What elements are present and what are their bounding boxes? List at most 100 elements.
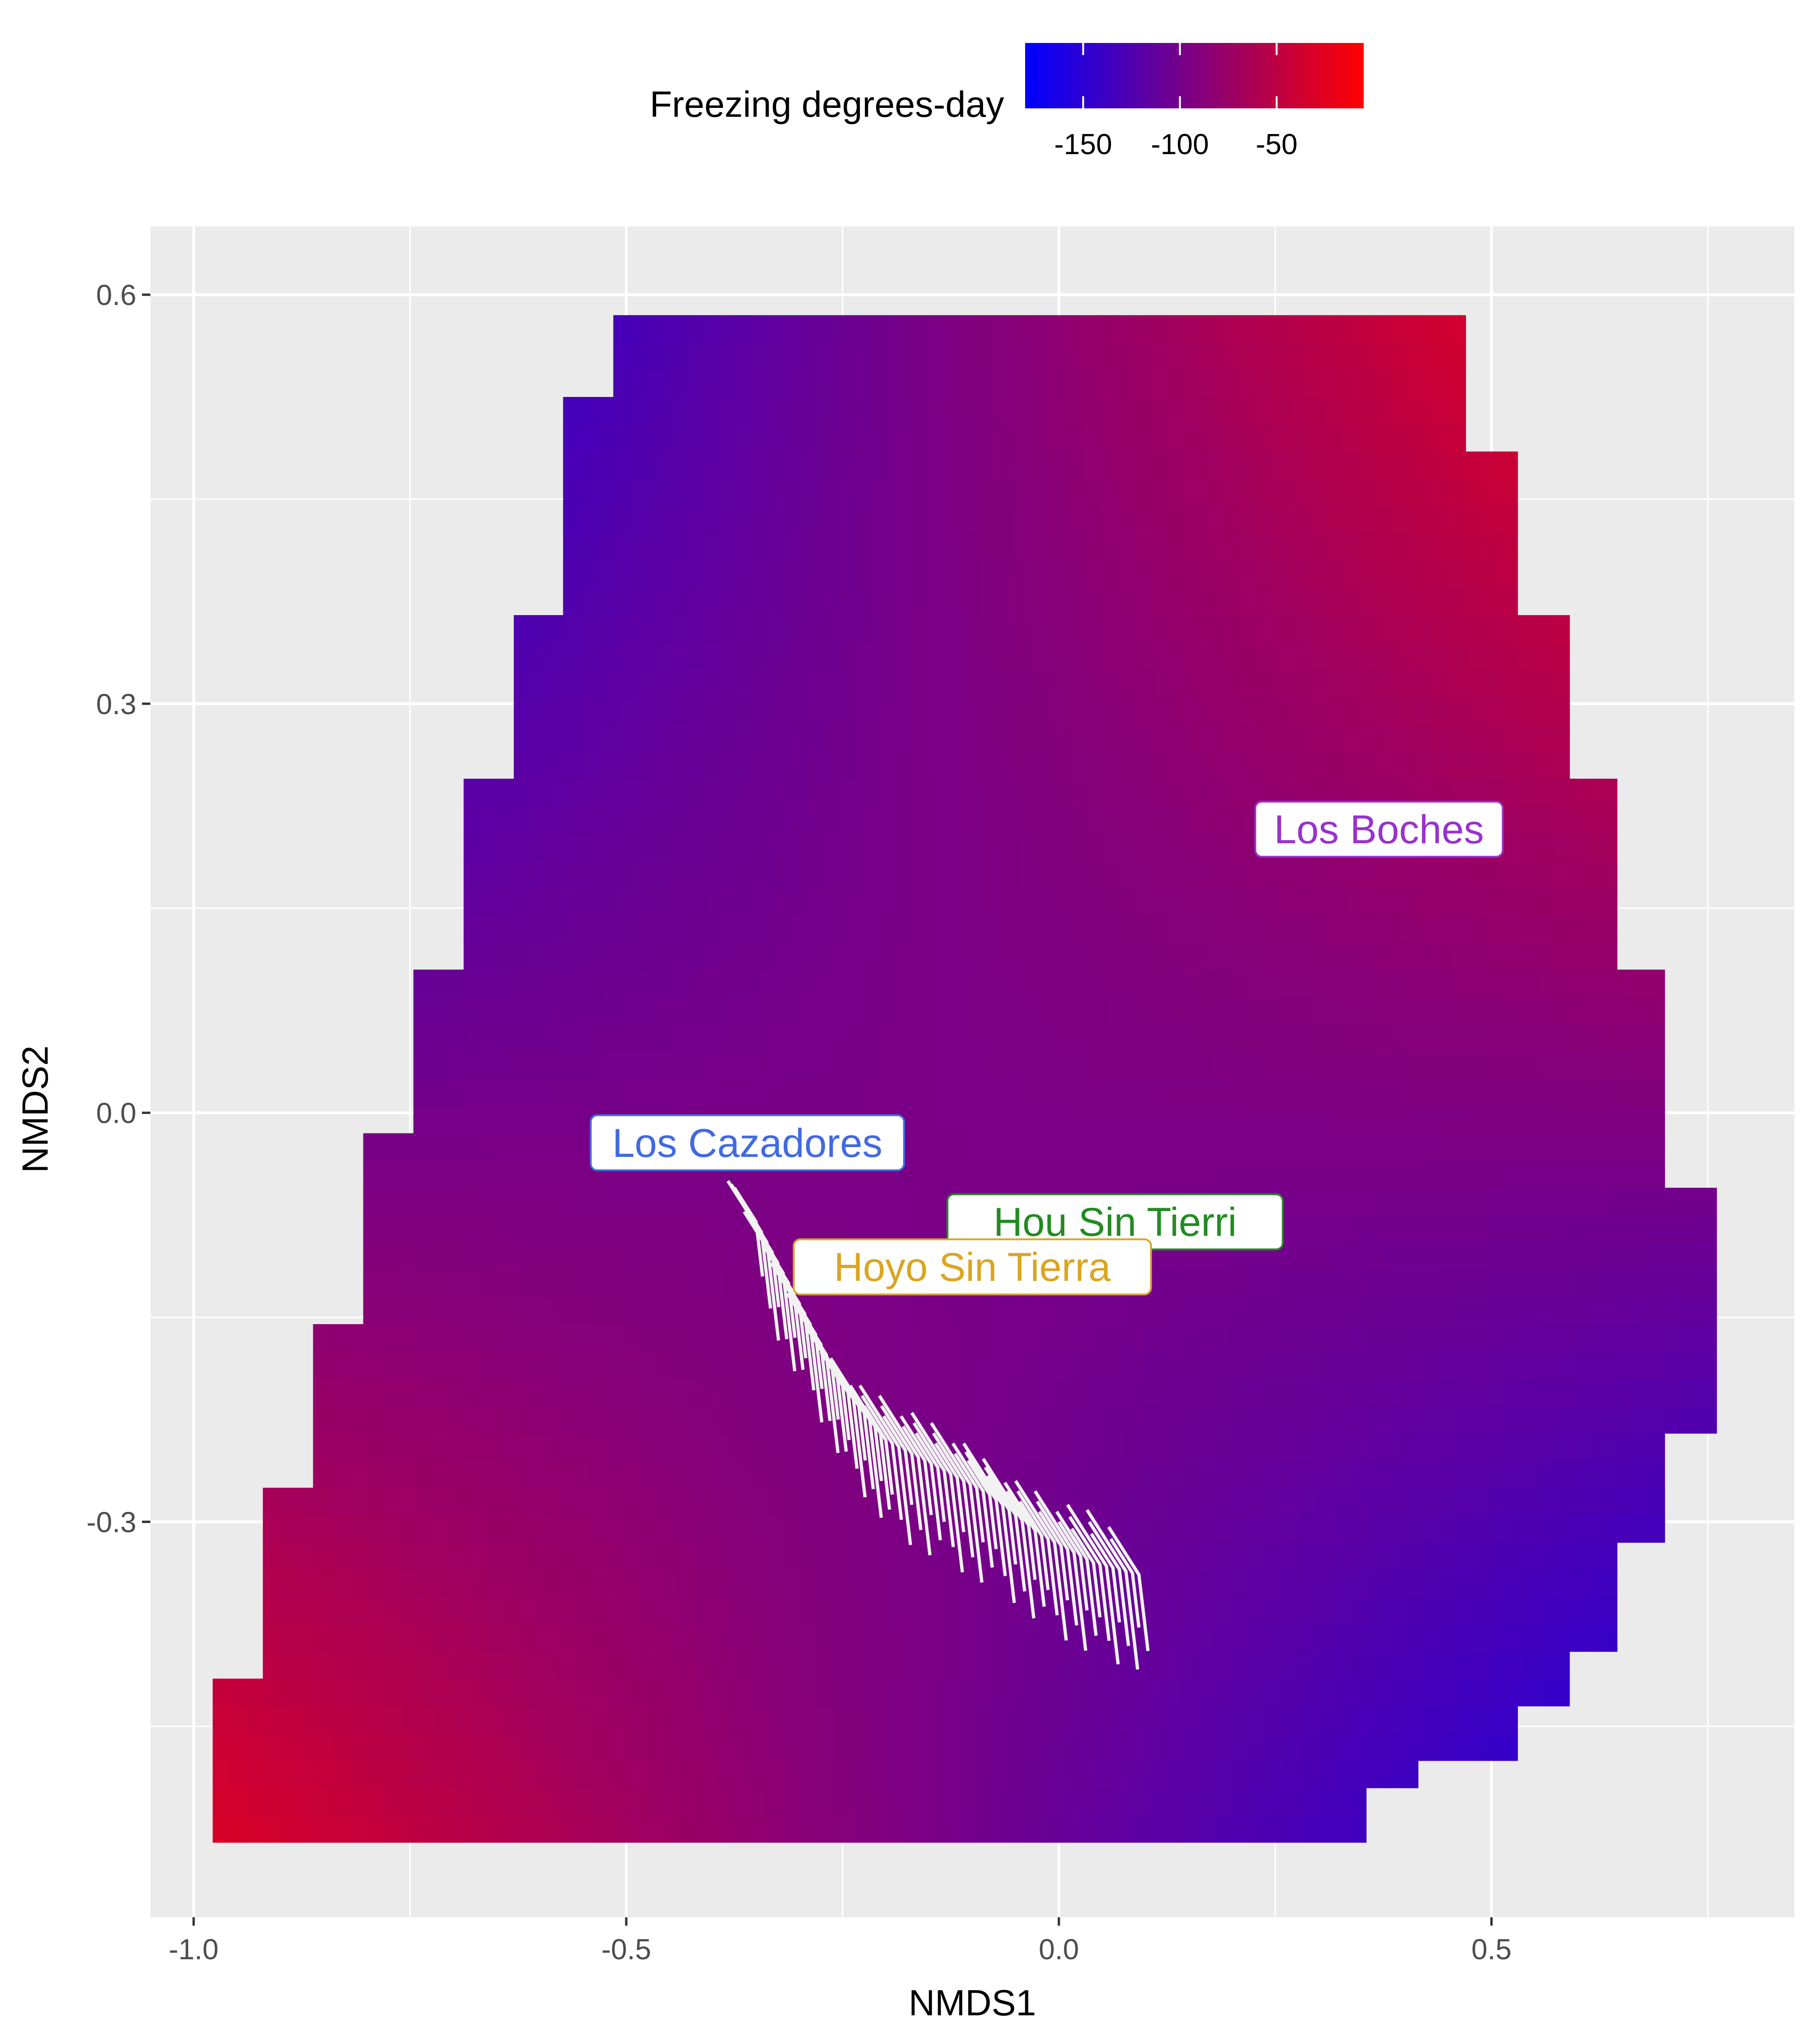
- heatmap-cell: [1080, 342, 1098, 370]
- heatmap-cell: [706, 833, 724, 861]
- heatmap-cell: [706, 860, 724, 888]
- heatmap-cell: [1186, 451, 1204, 480]
- heatmap-cell: [1008, 1733, 1027, 1761]
- heatmap-cell: [654, 942, 672, 971]
- heatmap-cell: [638, 1051, 656, 1079]
- heatmap-cell: [857, 424, 875, 452]
- heatmap-cell: [805, 397, 823, 425]
- heatmap-cell: [1071, 1024, 1089, 1052]
- heatmap-cell: [1588, 779, 1607, 807]
- heatmap-cell: [834, 1569, 852, 1597]
- heatmap-cell: [1361, 615, 1380, 643]
- heatmap-cell: [1230, 1378, 1248, 1407]
- heatmap-cell: [965, 915, 984, 943]
- heatmap-cell: [915, 1078, 933, 1106]
- heatmap-cell: [771, 506, 789, 534]
- heatmap-cell: [882, 1215, 900, 1243]
- heatmap-cell: [890, 369, 908, 397]
- heatmap-cell: [1463, 424, 1466, 452]
- heatmap-cell: [637, 806, 655, 834]
- heatmap-cell: [1134, 479, 1152, 507]
- heatmap-cell: [742, 1051, 760, 1079]
- heatmap-cell: [590, 1460, 608, 1488]
- heatmap-cell: [1612, 1569, 1618, 1597]
- heatmap-cell: [713, 1569, 731, 1597]
- heatmap-cell: [1559, 1378, 1577, 1407]
- heatmap-cell: [1140, 1051, 1158, 1079]
- heatmap-cell: [1275, 615, 1293, 643]
- heatmap-cell: [1159, 1160, 1177, 1189]
- heatmap-cell: [1626, 1215, 1644, 1243]
- heatmap-cell: [1275, 642, 1293, 670]
- heatmap-cell: [1294, 915, 1312, 943]
- heatmap-cell: [863, 1051, 881, 1079]
- heatmap-cell: [1367, 1160, 1385, 1189]
- heatmap-cell: [488, 1542, 506, 1570]
- heatmap-cell: [534, 1106, 552, 1134]
- heatmap-cell: [836, 1733, 854, 1761]
- heatmap-cell: [534, 1024, 552, 1052]
- heatmap-cell: [721, 751, 739, 780]
- heatmap-cell: [489, 1733, 508, 1761]
- heatmap-cell: [1104, 833, 1122, 861]
- heatmap-cell: [1054, 1051, 1072, 1079]
- heatmap-cell: [877, 615, 895, 643]
- heatmap-cell: [1182, 1787, 1200, 1816]
- heatmap-cell: [1263, 1133, 1281, 1161]
- heatmap-cell: [482, 1078, 501, 1106]
- heatmap-cell: [1315, 1215, 1333, 1243]
- heatmap-cell: [661, 1488, 679, 1516]
- heatmap-cell: [996, 397, 1014, 425]
- heatmap-cell: [697, 1733, 715, 1761]
- heatmap-cell: [953, 1324, 971, 1352]
- heatmap-cell: [1214, 1651, 1232, 1680]
- heatmap-cell: [619, 942, 637, 971]
- heatmap-cell: [380, 1242, 398, 1270]
- heatmap-cell: [1244, 1078, 1262, 1106]
- heatmap-cell: [1400, 1051, 1418, 1079]
- heatmap-cell: [368, 1787, 386, 1816]
- heatmap-cell: [1400, 1106, 1418, 1134]
- heatmap-cell: [522, 1542, 540, 1570]
- heatmap-cell: [615, 397, 633, 425]
- heatmap-cell: [1315, 1188, 1333, 1216]
- heatmap-cell: [661, 1569, 679, 1597]
- heatmap-cell: [662, 1815, 680, 1843]
- heatmap-cell: [624, 1378, 643, 1407]
- heatmap-cell: [280, 1542, 298, 1570]
- heatmap-cell: [609, 1542, 627, 1570]
- heatmap-cell: [671, 915, 689, 943]
- heatmap-cell: [635, 669, 653, 698]
- heatmap-cell: [1043, 1815, 1061, 1843]
- heatmap-cell: [514, 724, 532, 752]
- heatmap-cell: [1201, 342, 1219, 370]
- heatmap-cell: [1535, 697, 1553, 725]
- heatmap-cell: [870, 1733, 888, 1761]
- heatmap-cell: [1318, 1542, 1337, 1570]
- heatmap-cell: [1342, 397, 1360, 425]
- heatmap-cell: [1019, 970, 1037, 998]
- heatmap-cell: [1405, 1542, 1423, 1570]
- heatmap-cell: [713, 1651, 731, 1680]
- heatmap-cell: [1438, 1378, 1456, 1407]
- heatmap-cell: [1455, 1406, 1473, 1434]
- heatmap-cell: [574, 1569, 592, 1597]
- heatmap-cell: [695, 1651, 714, 1680]
- heatmap-cell: [1190, 833, 1208, 861]
- heatmap-cell: [657, 1297, 675, 1325]
- heatmap-cell: [531, 724, 549, 752]
- heatmap-cell: [1233, 1706, 1252, 1734]
- heatmap-cell: [1307, 560, 1325, 588]
- heatmap-cell: [567, 779, 586, 807]
- heatmap-cell: [723, 833, 741, 861]
- heatmap-cell: [230, 1760, 248, 1788]
- heatmap-cell: [401, 1542, 419, 1570]
- heatmap-cell: [1033, 615, 1051, 643]
- heatmap-cell: [1382, 970, 1401, 998]
- heatmap-cell: [1557, 1188, 1575, 1216]
- heatmap-cell: [1431, 669, 1449, 698]
- heatmap-cell: [1612, 1515, 1630, 1543]
- heatmap-cell: [282, 1679, 300, 1707]
- heatmap-cell: [519, 1269, 537, 1297]
- heatmap-cell: [740, 806, 758, 834]
